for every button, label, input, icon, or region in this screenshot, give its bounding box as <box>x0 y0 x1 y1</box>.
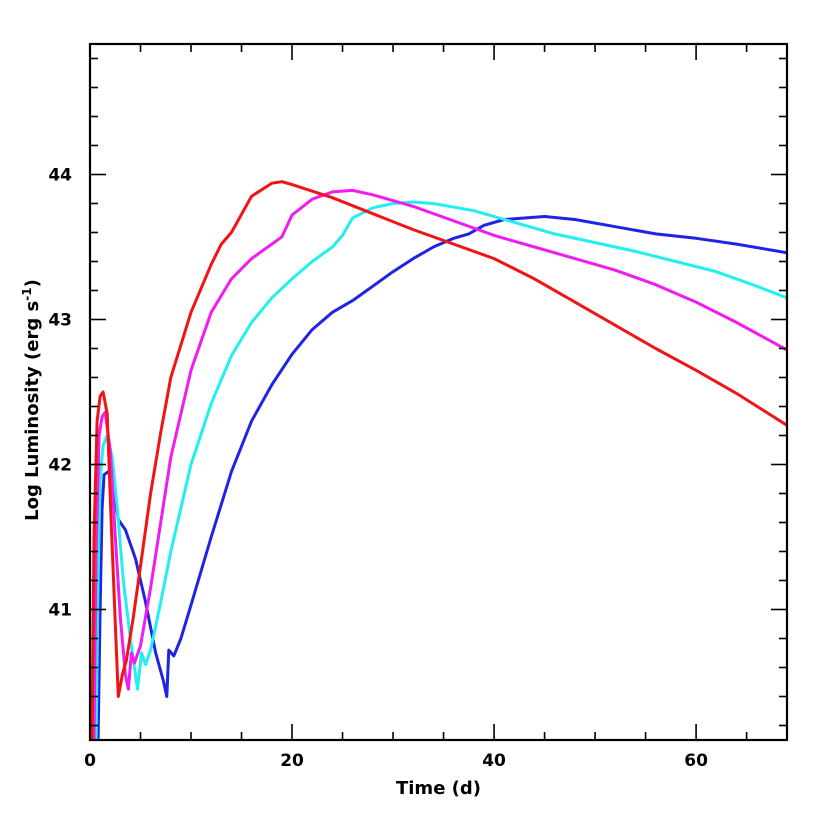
ticks-layer <box>89 44 787 740</box>
y-axis-title-sup: -1 <box>20 287 34 300</box>
x-tick-label: 60 <box>684 751 708 771</box>
y-axis-title-main: Log Luminosity (erg s <box>22 301 43 521</box>
y-tick-label: 44 <box>48 166 72 186</box>
series-line-2 <box>94 200 787 740</box>
series-layer <box>90 180 787 740</box>
series-line-1 <box>96 215 787 740</box>
y-tick-label: 41 <box>48 601 72 621</box>
x-tick-label: 20 <box>280 751 304 771</box>
y-tick-label: 42 <box>48 456 72 476</box>
y-axis-title-close: ) <box>22 279 43 287</box>
y-axis-title: Log Luminosity (erg s-1) <box>20 279 43 521</box>
series-line-4 <box>90 180 787 740</box>
y-tick-label: 43 <box>48 311 72 331</box>
x-tick-label: 0 <box>84 751 96 771</box>
x-axis-title: Time (d) <box>396 778 481 799</box>
x-tick-label: 40 <box>482 751 506 771</box>
tick-labels-layer: 0 20 40 60 41 42 43 44 <box>48 166 708 772</box>
series-line-3 <box>92 188 787 740</box>
plot-frame <box>88 42 789 742</box>
